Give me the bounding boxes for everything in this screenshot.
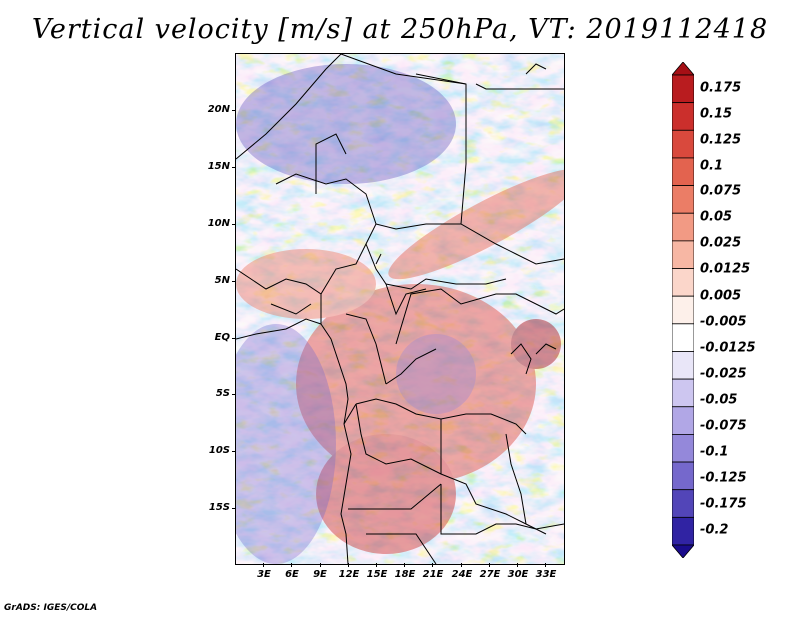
lon-label-18e: 18E bbox=[394, 569, 416, 580]
map-panel[interactable] bbox=[235, 53, 565, 565]
lon-tick bbox=[489, 563, 490, 567]
lon-label-12e: 12E bbox=[338, 569, 360, 580]
lon-tick bbox=[320, 563, 321, 567]
colorbar-segment bbox=[672, 102, 694, 131]
grads-credit: GrADS: IGES/COLA bbox=[4, 603, 98, 613]
colorbar-label: -0.2 bbox=[700, 522, 729, 538]
lat-tick bbox=[232, 451, 236, 452]
colorbar-label: -0.175 bbox=[700, 496, 747, 512]
lat-label-20n: 20N bbox=[207, 104, 230, 115]
colorbar-segment bbox=[672, 74, 694, 104]
downdraft-zones bbox=[236, 64, 476, 564]
colorbar-label: -0.1 bbox=[700, 444, 729, 460]
lat-tick bbox=[232, 110, 236, 111]
colorbar-segment bbox=[672, 406, 694, 435]
lon-tick bbox=[517, 563, 518, 567]
lon-tick bbox=[404, 563, 405, 567]
lat-label-10s: 10S bbox=[208, 445, 230, 456]
lon-tick bbox=[432, 563, 433, 567]
lon-label-24e: 24E bbox=[451, 569, 473, 580]
lat-label-15n: 15N bbox=[207, 161, 230, 172]
lon-label-9e: 9E bbox=[313, 569, 327, 580]
colorbar-label: -0.125 bbox=[700, 470, 747, 486]
lon-label-27e: 27E bbox=[479, 569, 501, 580]
coastlines-and-borders bbox=[236, 54, 564, 564]
lon-tick bbox=[461, 563, 462, 567]
colorbar-segment bbox=[672, 516, 694, 546]
colorbar-segment bbox=[672, 323, 694, 352]
lon-label-3e: 3E bbox=[257, 569, 271, 580]
colorbar-label: -0.075 bbox=[700, 418, 747, 434]
lon-label-33e: 33E bbox=[535, 569, 557, 580]
lat-label-10n: 10N bbox=[207, 218, 230, 229]
lat-tick bbox=[232, 281, 236, 282]
colorbar-label: -0.025 bbox=[700, 366, 747, 382]
colorbar-label: 0.125 bbox=[700, 132, 742, 148]
lat-tick bbox=[232, 394, 236, 395]
colorbar-label: -0.05 bbox=[700, 392, 738, 408]
colorbar-segment bbox=[672, 434, 694, 463]
colorbar-segment bbox=[672, 129, 694, 159]
lat-tick bbox=[232, 167, 236, 168]
colorbar-label: -0.0125 bbox=[700, 340, 756, 356]
lat-label-15s: 15S bbox=[208, 502, 230, 513]
lat-tick bbox=[232, 224, 236, 225]
colorbar-label: 0.075 bbox=[700, 183, 742, 199]
colorbar-segment bbox=[672, 351, 694, 380]
lat-label-eq: EQ bbox=[214, 332, 230, 343]
colorbar-segment bbox=[672, 185, 694, 214]
lon-tick bbox=[545, 563, 546, 567]
colorbar-label: 0.0125 bbox=[700, 261, 751, 277]
velocity-field bbox=[236, 54, 564, 564]
colorbar-segment bbox=[672, 240, 694, 269]
lat-label-5n: 5N bbox=[214, 275, 230, 286]
colorbar-label: 0.15 bbox=[700, 106, 733, 122]
colorbar-label: 0.005 bbox=[700, 288, 742, 304]
lat-tick bbox=[232, 338, 236, 339]
lon-label-6e: 6E bbox=[285, 569, 299, 580]
lon-tick bbox=[263, 563, 264, 567]
velocity-field-map bbox=[236, 54, 564, 564]
colorbar-label: 0.025 bbox=[700, 235, 742, 251]
colorbar-label: 0.175 bbox=[700, 80, 742, 96]
colorbar-segment bbox=[672, 295, 694, 325]
colorbar-segment bbox=[672, 461, 694, 491]
lat-tick bbox=[232, 508, 236, 509]
lon-tick bbox=[348, 563, 349, 567]
colorbar-segment bbox=[672, 489, 694, 518]
colorbar-segment bbox=[672, 378, 694, 408]
colorbar bbox=[672, 62, 694, 558]
colorbar-segment bbox=[672, 62, 694, 76]
colorbar-segment bbox=[672, 212, 694, 242]
lon-label-21e: 21E bbox=[422, 569, 444, 580]
lon-tick bbox=[376, 563, 377, 567]
colorbar-label: 0.05 bbox=[700, 209, 733, 225]
chart-title: Vertical velocity [m/s] at 250hPa, VT: 2… bbox=[31, 14, 769, 45]
lon-tick bbox=[291, 563, 292, 567]
colorbar-segment bbox=[672, 268, 694, 297]
lon-label-30e: 30E bbox=[507, 569, 529, 580]
colorbar-label: -0.005 bbox=[700, 314, 747, 330]
colorbar-label: 0.1 bbox=[700, 158, 724, 174]
colorbar-segment bbox=[672, 157, 694, 186]
lon-label-15e: 15E bbox=[366, 569, 388, 580]
lat-label-5s: 5S bbox=[215, 388, 230, 399]
colorbar-segment bbox=[672, 544, 694, 558]
